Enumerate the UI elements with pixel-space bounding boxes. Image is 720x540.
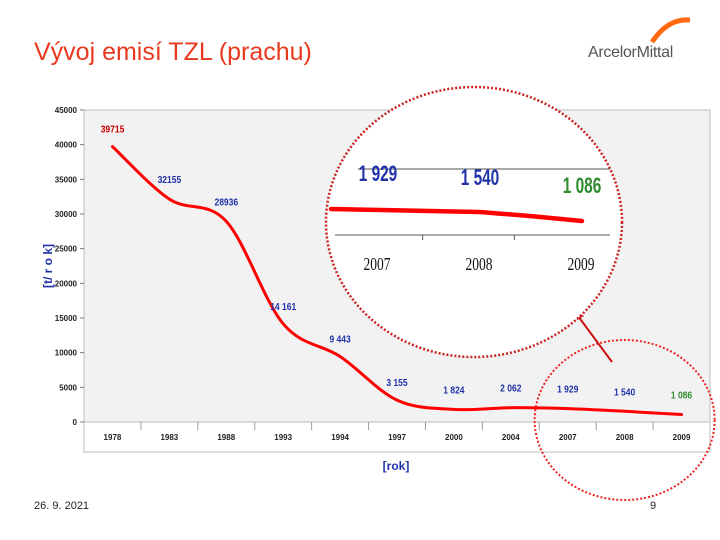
x-tick-label: 2007 (559, 433, 577, 442)
x-tick-label: 2008 (616, 433, 634, 442)
inset-circle (324, 85, 624, 359)
y-tick-label: 15000 (55, 314, 78, 323)
inset-x-label: 2007 (364, 255, 391, 274)
slide-title: Vývoj emisí TZL (prachu) (34, 38, 312, 66)
x-tick-label: 1997 (388, 433, 406, 442)
y-tick-label: 30000 (55, 210, 78, 219)
y-tick-label: 35000 (55, 175, 78, 184)
x-tick-label: 1988 (217, 433, 235, 442)
data-label: 1 824 (443, 385, 465, 396)
highlight-circle (533, 339, 716, 501)
data-label: 28936 (215, 197, 239, 208)
inset-series-line (328, 206, 585, 224)
y-tick-label: 25000 (55, 245, 78, 254)
y-tick-label: 40000 (55, 141, 78, 150)
data-label: 32155 (158, 174, 182, 185)
data-label: 14 161 (270, 301, 296, 312)
x-tick-label: 1993 (274, 433, 292, 442)
data-label: 1 540 (614, 387, 635, 398)
inset-data-label: 1 086 (563, 174, 601, 198)
inset-data-label: 1 929 (359, 162, 397, 186)
y-tick-label: 0 (73, 418, 78, 427)
y-tick-label: 5000 (59, 383, 77, 392)
inset-x-label: 2008 (466, 255, 493, 274)
data-label: 1 086 (671, 390, 692, 401)
footer-date: 26. 9. 2021 (34, 500, 90, 512)
y-tick-label: 10000 (55, 349, 78, 358)
page-number: 9 (650, 500, 657, 512)
series-line (111, 145, 683, 416)
data-label: 2 062 (500, 383, 521, 394)
inset-x-label: 2009 (568, 255, 595, 274)
data-label: 1 929 (557, 384, 578, 395)
x-axis-label: [rok] (383, 459, 410, 473)
inset-data-label: 1 540 (461, 166, 499, 190)
arcelormittal-logo: ArcelorMittal (588, 16, 692, 68)
logo-arc-icon (649, 17, 691, 44)
data-label: 39715 (101, 124, 125, 135)
x-tick-label: 1983 (160, 433, 178, 442)
y-axis-label: [t/ r o k] (41, 244, 55, 288)
x-tick-label: 2000 (445, 433, 463, 442)
x-tick-label: 2009 (673, 433, 691, 442)
y-tick-label: 20000 (55, 279, 78, 288)
logo-text: ArcelorMittal (588, 44, 674, 61)
inset-chart: 1 929 1 540 1 086 2007 2008 2009 (324, 85, 624, 359)
x-tick-label: 1994 (331, 433, 349, 442)
x-tick-label: 2004 (502, 433, 520, 442)
x-axis-band (83, 421, 711, 453)
x-tick-label: 1978 (104, 433, 122, 442)
y-tick-label: 45000 (55, 106, 78, 115)
callout-arrow (577, 315, 613, 363)
data-label: 9 443 (329, 334, 350, 345)
data-label: 3 155 (386, 377, 407, 388)
